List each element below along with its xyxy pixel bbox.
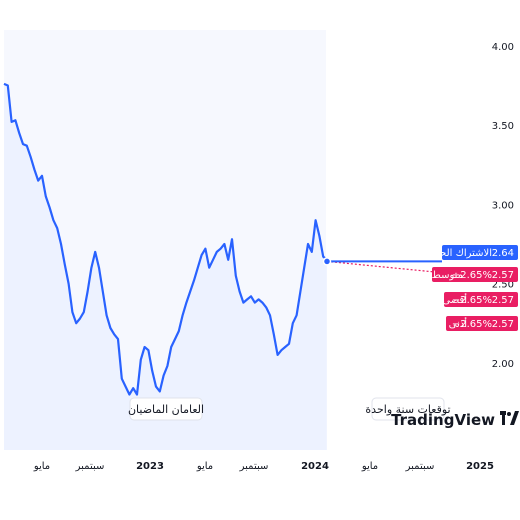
x-tick-label: سبتمبر	[75, 461, 105, 472]
x-tick-label: 2023	[136, 461, 164, 472]
forecast-tag-min-value: 2.57	[492, 319, 514, 330]
forecast-tag-max-pct: −2.65%	[452, 295, 492, 306]
x-tick-label: سبتمبر	[239, 461, 269, 472]
forecast-tag-average-value: 2.57	[492, 270, 514, 281]
forecast-average-line	[326, 260, 441, 274]
forecast-tag-average: متوسط −2.65% 2.57	[432, 267, 518, 282]
history-period-badge: العامان الماضيان	[128, 397, 204, 421]
forecast-period-badge: توقعات سنة واحدة	[365, 397, 451, 421]
tradingview-logo-text: TradingView	[391, 411, 495, 429]
tradingview-logo: TradingView	[391, 411, 519, 429]
current-price-dot	[322, 257, 332, 266]
forecast-tag-max: أقصى −2.65% 2.57	[442, 292, 518, 307]
y-axis: 4.00 3.50 3.00 2.50 2.00	[492, 42, 514, 370]
forecast-tag-min-pct: −2.65%	[452, 319, 492, 330]
x-tick-label: 2025	[466, 461, 494, 472]
y-tick-label: 3.00	[492, 200, 514, 211]
current-price-label: الاشتراك الحالي	[426, 248, 492, 259]
y-tick-label: 4.00	[492, 42, 514, 53]
x-tick-label: مايو	[196, 461, 213, 472]
forecast-tag-max-value: 2.57	[492, 295, 514, 306]
current-price-value: 2.64	[492, 248, 514, 259]
y-tick-label: 2.50	[492, 280, 514, 291]
forecast-period-label: توقعات سنة واحدة	[365, 403, 450, 416]
x-tick-label: مايو	[361, 461, 378, 472]
forecast-tag-average-pct: −2.65%	[452, 270, 492, 281]
forecast-tag-average-label: متوسط	[432, 270, 463, 281]
forecast-tag-min: أدنى −2.65% 2.57	[446, 316, 518, 331]
forecast-tag-min-label: أدنى	[449, 317, 468, 330]
y-tick-label: 2.00	[492, 359, 514, 370]
x-tick-label: 2024	[301, 461, 329, 472]
x-tick-label: مايو	[33, 461, 50, 472]
current-price-tag: الاشتراك الحالي 2.64	[426, 245, 518, 260]
y-tick-label: 3.50	[492, 121, 514, 132]
forecast-tag-max-label: أقصى	[442, 293, 467, 306]
x-tick-label: سبتمبر	[405, 461, 435, 472]
x-axis: مايو سبتمبر 2023 مايو سبتمبر 2024 مايو سبتمبر 20…	[33, 461, 494, 472]
history-series-line	[3, 82, 328, 396]
forecast-tags: متوسط −2.65% 2.57 أقصى −2.65% 2.57 أدنى …	[432, 267, 518, 331]
history-period-label: العامان الماضيان	[128, 403, 204, 416]
history-area-fill	[4, 83, 327, 451]
